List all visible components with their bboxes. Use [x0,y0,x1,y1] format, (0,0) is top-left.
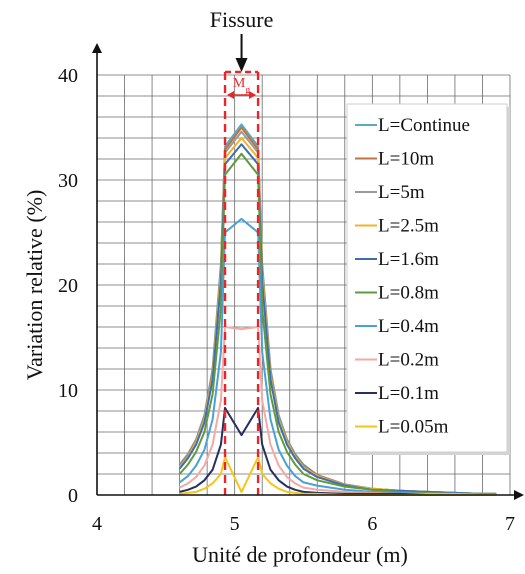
legend-label: L=2.5m [378,216,439,237]
legend-label: L=0.8m [378,283,439,304]
fissure-arrow-head [235,58,248,72]
y-tick-label: 30 [58,170,78,192]
fissure-zone: Mg [223,70,260,495]
legend-label: L=0.2m [378,350,439,371]
legend-label: L=10m [378,149,434,170]
legend-label: L=0.1m [378,383,439,404]
y-tick-label: 20 [58,275,78,297]
y-tick-label: 0 [68,485,78,507]
legend-label: L=Continue [378,115,470,136]
y-axis-label: Variation relative (%) [22,190,47,381]
axes [92,34,524,500]
tick-labels: 4 5 6 7 0 10 20 30 40 [58,65,515,535]
legend-label: L=0.4m [378,316,439,337]
fissure-label: Fissure [210,7,274,32]
legend-label: L=1.6m [378,249,439,270]
x-tick-label: 4 [92,513,102,535]
series-line [178,143,497,495]
x-tick-label: 7 [505,513,515,535]
legend: L=Continue L=10m L=5m L=2.5m L=1.6m L=0.8m L=0… [346,103,510,455]
zone-label: Mg [233,76,250,96]
y-tick-label: 40 [58,65,78,87]
y-axis-arrow [92,43,102,53]
x-axis-arrow [514,490,524,500]
legend-label: L=5m [378,182,425,203]
zone-arrow-head-left [227,91,235,99]
x-tick-label: 6 [367,513,377,535]
legend-label: L=0.05m [378,417,449,438]
legend-box [346,103,508,453]
zone-arrow-head-right [249,91,257,99]
y-tick-label: 10 [58,380,78,402]
x-axis-label: Unité de profondeur (m) [192,542,408,567]
x-tick-label: 5 [230,513,240,535]
